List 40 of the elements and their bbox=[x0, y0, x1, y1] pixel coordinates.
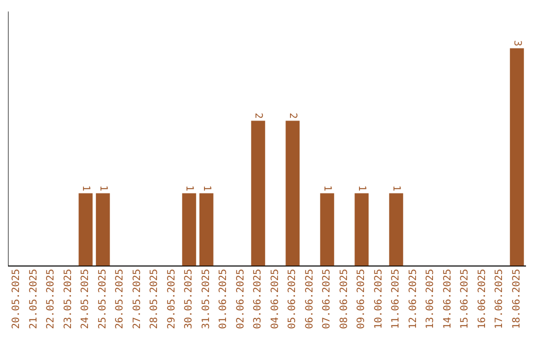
x-tick-label: 27.05.2025 bbox=[132, 268, 143, 330]
x-tick-label: 20.05.2025 bbox=[11, 268, 22, 330]
x-tick-label: 31.05.2025 bbox=[200, 268, 212, 330]
data-label: 2 bbox=[252, 112, 264, 119]
x-tick-label: 09.06.2025 bbox=[356, 268, 368, 330]
x-tick-label: 12.06.2025 bbox=[408, 268, 419, 330]
x-tick-label: 14.06.2025 bbox=[442, 268, 454, 330]
data-label: 1 bbox=[356, 185, 368, 192]
x-tick-label: 04.06.2025 bbox=[270, 268, 281, 330]
x-tick-label: 18.06.2025 bbox=[511, 268, 522, 330]
x-tick-label: 01.06.2025 bbox=[218, 268, 230, 330]
x-tick-label: 11.06.2025 bbox=[390, 268, 402, 330]
data-label: 3 bbox=[511, 40, 522, 46]
x-tick-label: 02.06.2025 bbox=[235, 268, 246, 330]
x-tick-label: 16.06.2025 bbox=[476, 268, 488, 330]
x-tick-label: 17.06.2025 bbox=[494, 268, 506, 330]
x-tick-label: 06.06.2025 bbox=[304, 268, 316, 330]
x-tick-label: 15.06.2025 bbox=[460, 268, 471, 330]
data-label: 1 bbox=[80, 185, 92, 192]
x-tick-label: 26.05.2025 bbox=[114, 268, 126, 330]
x-tick-label: 10.06.2025 bbox=[373, 268, 384, 330]
x-tick-label: 25.05.2025 bbox=[97, 268, 108, 330]
x-tick-label: 05.06.2025 bbox=[287, 268, 298, 330]
x-tick-label: 23.05.2025 bbox=[62, 268, 74, 330]
data-label: 1 bbox=[200, 185, 212, 192]
data-label: 2 bbox=[287, 112, 298, 119]
x-tick-label: 08.06.2025 bbox=[338, 268, 350, 330]
x-tick-label: 21.05.2025 bbox=[28, 268, 40, 330]
data-label: 1 bbox=[184, 185, 195, 192]
x-tick-label: 22.05.2025 bbox=[46, 268, 57, 330]
x-tick-label: 13.06.2025 bbox=[425, 268, 436, 330]
x-tick-label: 30.05.2025 bbox=[184, 268, 195, 330]
x-tick-label: 07.06.2025 bbox=[322, 268, 333, 330]
x-tick-label: 28.05.2025 bbox=[149, 268, 160, 330]
x-tick-label: 29.05.2025 bbox=[166, 268, 178, 330]
data-label: 1 bbox=[390, 185, 402, 192]
x-tick-label: 03.06.2025 bbox=[252, 268, 264, 330]
data-label: 1 bbox=[97, 185, 108, 192]
x-tick-label: 24.05.2025 bbox=[80, 268, 92, 330]
data-label: 1 bbox=[322, 185, 333, 192]
